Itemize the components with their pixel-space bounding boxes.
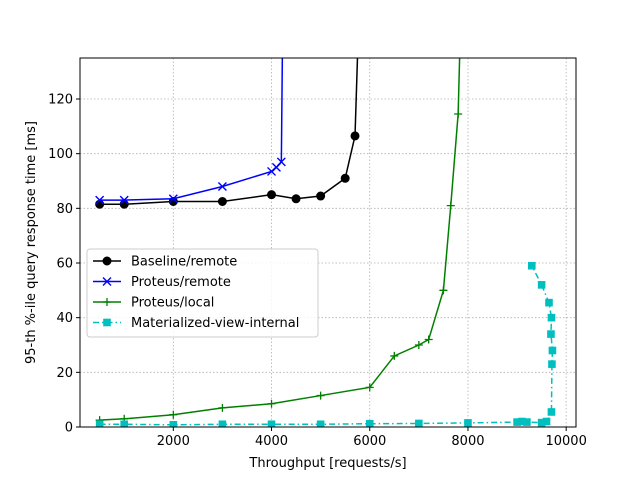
data-point xyxy=(267,399,276,408)
series-line xyxy=(99,58,359,205)
data-point xyxy=(119,199,129,209)
data-point xyxy=(548,360,556,368)
series-line xyxy=(99,58,461,421)
plot-frame xyxy=(79,57,577,428)
data-point xyxy=(537,281,546,289)
series-group xyxy=(95,58,557,427)
data-point xyxy=(513,418,521,426)
data-point xyxy=(547,330,555,338)
data-point xyxy=(168,194,178,204)
y-tick-label: 20 xyxy=(56,366,73,381)
data-point xyxy=(276,157,286,167)
y-tick-label: 40 xyxy=(56,311,73,326)
legend-item: Proteus/local xyxy=(93,296,214,311)
data-point xyxy=(528,261,536,270)
data-point xyxy=(169,410,178,419)
y-tick-label: 120 xyxy=(48,93,73,108)
y-axis-label: 95-th %-ile query response time [ms] xyxy=(24,121,39,364)
legend-item: Proteus/remote xyxy=(93,275,231,290)
data-point xyxy=(291,194,301,204)
legend-label: Proteus/remote xyxy=(131,275,231,290)
data-point xyxy=(340,173,350,183)
x-axis-label: Throughput [requests/s] xyxy=(248,456,406,471)
data-point xyxy=(547,313,556,322)
data-point xyxy=(218,403,227,412)
legend-marker xyxy=(103,298,111,306)
x-tick-label: 10000 xyxy=(545,434,586,449)
data-point xyxy=(464,419,472,427)
data-point xyxy=(217,197,227,206)
y-tick-label: 0 xyxy=(65,421,73,436)
data-point xyxy=(545,298,553,307)
data-point xyxy=(446,201,455,210)
data-point xyxy=(415,419,423,427)
legend-marker xyxy=(102,256,112,266)
series-1 xyxy=(95,58,286,205)
legend-item: Materialized-view-internal xyxy=(93,316,299,331)
x-tick-label: 2000 xyxy=(157,434,190,449)
legend: Baseline/remote Proteus/remote Proteus/loc… xyxy=(86,248,319,338)
data-point xyxy=(217,181,227,191)
data-point xyxy=(350,131,360,141)
data-point xyxy=(120,420,128,427)
legend-label: Baseline/remote xyxy=(131,255,237,270)
series-line xyxy=(99,58,284,201)
data-point xyxy=(95,195,105,205)
data-point xyxy=(518,417,526,426)
data-point xyxy=(365,383,374,392)
data-point xyxy=(267,420,276,427)
x-tick-label: 8000 xyxy=(451,434,484,449)
y-tick-label: 100 xyxy=(48,147,73,162)
data-point xyxy=(547,408,556,416)
data-point xyxy=(316,391,325,400)
axis-ticks: 2000 4000 6000 8000 10000 0 20 40 60 80 100 120 xyxy=(48,93,587,450)
data-point xyxy=(454,110,463,119)
legend-label: Materialized-view-internal xyxy=(131,316,299,331)
data-point xyxy=(316,191,326,201)
data-point xyxy=(218,420,227,427)
series-line xyxy=(99,265,554,426)
data-point xyxy=(537,418,546,427)
y-tick-label: 60 xyxy=(56,257,73,272)
series-2 xyxy=(95,58,463,425)
data-point xyxy=(95,420,104,427)
data-point xyxy=(523,418,531,426)
data-point xyxy=(439,286,448,295)
data-point xyxy=(119,195,129,205)
data-point xyxy=(424,335,433,344)
data-point xyxy=(548,346,557,355)
legend-marker xyxy=(103,318,111,327)
y-tick-label: 80 xyxy=(56,202,73,217)
series-3 xyxy=(95,261,557,427)
grid-lines xyxy=(80,58,576,428)
data-point xyxy=(414,341,423,349)
data-point xyxy=(390,351,399,360)
data-point xyxy=(542,417,551,426)
data-point xyxy=(267,190,277,200)
legend-marker xyxy=(102,277,112,286)
legend-label: Proteus/local xyxy=(131,296,214,311)
legend-item: Baseline/remote xyxy=(93,255,237,270)
legend-box xyxy=(86,248,319,338)
data-point xyxy=(316,420,325,427)
data-point xyxy=(365,419,374,427)
x-tick-label: 6000 xyxy=(353,434,386,449)
series-0 xyxy=(95,58,360,209)
x-tick-label: 4000 xyxy=(255,434,288,449)
data-point xyxy=(95,199,105,209)
data-point xyxy=(169,421,178,427)
